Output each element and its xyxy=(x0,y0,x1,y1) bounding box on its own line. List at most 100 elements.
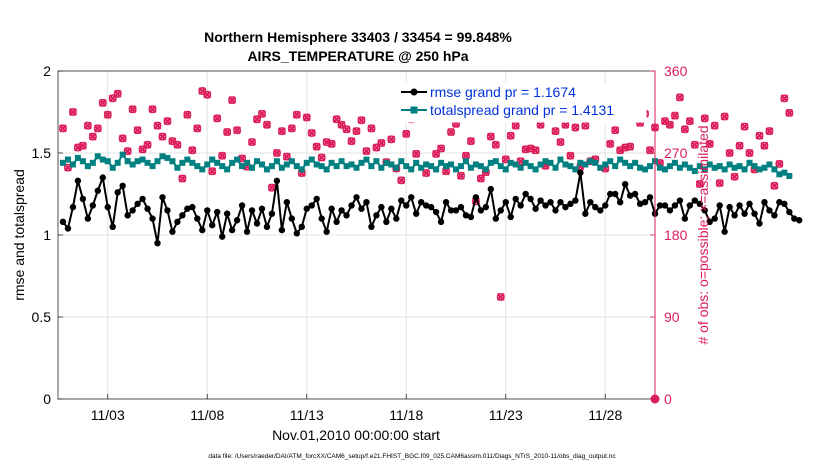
obs-assimilated-point xyxy=(322,138,331,147)
rmse-point xyxy=(512,195,519,203)
obs-assimilated-point xyxy=(387,135,396,144)
totalspread-point xyxy=(388,161,395,168)
obs-assimilated-point xyxy=(103,110,112,119)
obs-assimilated-point xyxy=(113,89,122,98)
obs-assimilated-point xyxy=(272,149,281,157)
obs-possible-point xyxy=(133,126,142,135)
totalspread-point xyxy=(761,164,768,171)
rmse-point xyxy=(238,202,246,209)
obs-assimilated-point xyxy=(78,141,87,150)
rmse-point xyxy=(686,202,694,209)
x-axis-ticks: 11/03 11/08 11/13 11/18 11/23 11/28 xyxy=(91,394,622,423)
obs-possible-point xyxy=(785,108,794,117)
rmse-point xyxy=(194,215,201,222)
obs-possible-point xyxy=(700,114,709,123)
obs-assimilated-point xyxy=(715,179,724,188)
rmse-point xyxy=(129,207,136,214)
rmse-point xyxy=(761,199,768,206)
obs-possible-point xyxy=(377,138,386,147)
totalspread-point xyxy=(582,161,589,168)
rmse-point xyxy=(646,194,654,201)
totalspread-point xyxy=(383,159,390,166)
totalspread-point xyxy=(562,161,569,168)
obs-possible-point xyxy=(397,176,406,185)
obs-assimilated-point xyxy=(133,126,142,135)
rmse-point xyxy=(308,202,315,209)
totalspread-point xyxy=(139,156,146,163)
totalspread-point xyxy=(278,164,285,171)
obs-possible-point xyxy=(566,151,575,160)
obs-possible-point xyxy=(437,144,446,153)
obs-possible-point xyxy=(611,126,620,135)
totalspread-point xyxy=(746,159,753,166)
left-tick-label: 0 xyxy=(43,391,51,407)
right-axis-label: # of obs: o=possible; ×=assimilated xyxy=(695,125,711,344)
obs-assimilated-point xyxy=(183,110,192,119)
obs-assimilated-point xyxy=(287,124,296,133)
rmse-point xyxy=(417,199,425,206)
left-tick-label: 1 xyxy=(43,227,51,243)
rmse-point xyxy=(492,215,499,222)
totalspread-point xyxy=(637,164,644,171)
totalspread-point xyxy=(701,166,708,173)
rmse-point xyxy=(199,226,206,234)
rmse-point xyxy=(124,212,131,219)
obs-assimilated-point xyxy=(317,153,326,162)
totalspread-point xyxy=(378,164,385,171)
totalspread-point xyxy=(552,164,559,171)
totalspread-point xyxy=(736,163,743,170)
totalspread-point xyxy=(69,161,76,168)
rmse-point xyxy=(358,205,365,212)
rmse-point xyxy=(159,194,166,201)
obs-assimilated-point xyxy=(213,114,222,123)
rmse-point xyxy=(626,192,634,199)
totalspread-point xyxy=(144,159,151,166)
totalspread-point xyxy=(104,158,111,165)
rmse-point xyxy=(502,199,509,206)
totalspread-point xyxy=(487,159,494,166)
obs-possible-point xyxy=(760,141,769,150)
totalspread-point xyxy=(333,163,340,170)
obs-assimilated-point xyxy=(700,114,709,123)
rmse-point xyxy=(487,185,495,193)
obs-assimilated-point xyxy=(775,159,784,168)
obs-possible-point xyxy=(218,151,227,160)
rmse-point xyxy=(432,208,440,216)
totalspread-point xyxy=(318,163,325,170)
totalspread-point xyxy=(169,158,176,165)
obs-possible-point xyxy=(128,105,137,114)
rmse-point xyxy=(154,240,161,247)
rmse-point xyxy=(363,199,370,206)
obs-assimilated-point xyxy=(68,108,77,116)
totalspread-point xyxy=(711,164,718,171)
rmse-point xyxy=(373,212,380,219)
x-axis-label: Nov.01,2010 00:00:00 start xyxy=(272,427,440,443)
rmse-point xyxy=(537,197,544,204)
rmse-point xyxy=(621,180,629,188)
obs-assimilated-point xyxy=(780,94,789,103)
totalspread-point xyxy=(681,161,688,168)
totalspread-point xyxy=(423,161,430,168)
totalspread-point xyxy=(288,158,295,165)
totalspread-point xyxy=(587,158,594,165)
obs-possible-point xyxy=(332,115,341,124)
obs-possible-point xyxy=(208,167,217,176)
rmse-point xyxy=(462,212,470,219)
rmse-point xyxy=(278,226,286,234)
totalspread-point xyxy=(627,163,634,170)
obs-assimilated-point xyxy=(307,128,316,137)
obs-assimilated-point xyxy=(437,144,446,153)
rmse-point xyxy=(552,207,559,214)
totalspread-point xyxy=(656,164,663,171)
obs-assimilated-point xyxy=(163,117,172,126)
rmse-point xyxy=(99,174,106,181)
obs-assimilated-point xyxy=(785,108,794,117)
totalspread-point xyxy=(567,163,574,170)
obs-possible-point xyxy=(705,139,714,148)
totalspread-point xyxy=(79,158,86,165)
obs-possible-point xyxy=(272,149,281,158)
obs-assimilated-point xyxy=(178,174,187,183)
totalspread-point xyxy=(482,166,489,173)
rmse-point xyxy=(333,218,340,226)
rmse-point xyxy=(666,207,674,214)
